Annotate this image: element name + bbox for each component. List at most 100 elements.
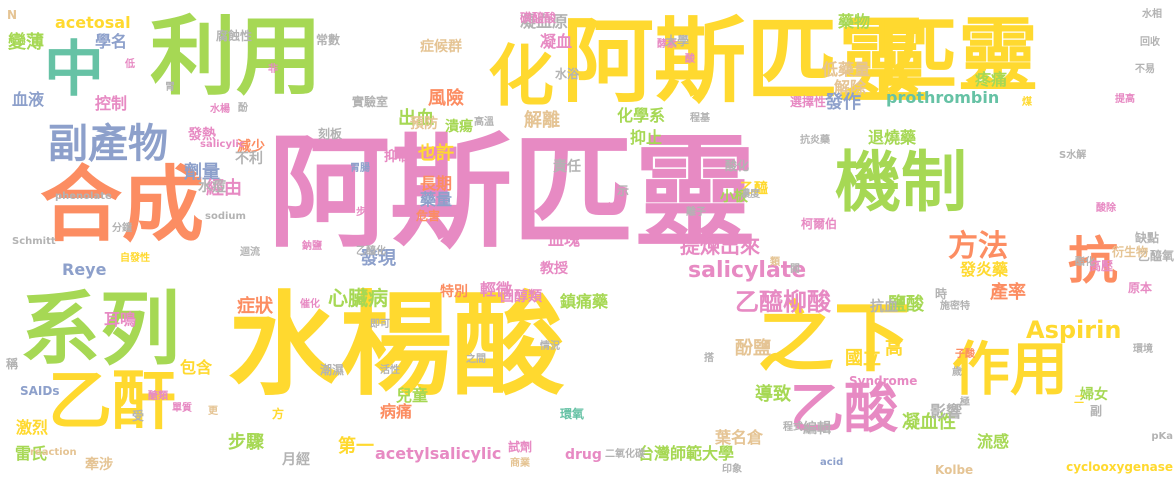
cloud-word: 解離 (524, 110, 560, 131)
cloud-word: 步驟 (228, 432, 264, 453)
cloud-word: 導致 (755, 384, 791, 405)
cloud-word: 水楊 (210, 104, 230, 115)
cloud-word: 水相 (1142, 9, 1162, 20)
cloud-word: drug (565, 447, 602, 463)
cloud-word: 編輯 (803, 421, 831, 437)
cloud-word: 程式 (783, 422, 803, 433)
cloud-word: 鎮痛藥 (560, 292, 609, 311)
cloud-word: 凝血原 (520, 12, 569, 31)
cloud-word: 之間 (466, 354, 486, 365)
cloud-word: acetosal (55, 13, 131, 32)
cloud-word: 刻板 (318, 127, 343, 141)
cloud-word: cyclooxygenase (1066, 460, 1173, 474)
cloud-word: 發炎藥 (960, 260, 1009, 279)
cloud-word: 血塊 (548, 230, 581, 249)
cloud-word: sodium (205, 211, 246, 222)
cloud-word: 機制 (835, 144, 967, 221)
cloud-word: 原本 (1128, 281, 1153, 295)
cloud-word: 高壓 (1089, 259, 1114, 273)
cloud-word: 胃腸 (350, 163, 370, 174)
cloud-word: 葉名倉 (715, 428, 764, 447)
cloud-word: 搭 (704, 353, 714, 364)
cloud-word: 高 (885, 338, 903, 359)
cloud-word: 血液 (12, 90, 45, 109)
cloud-word: 施密特 (940, 301, 970, 312)
cloud-word: 不易 (1135, 64, 1155, 75)
cloud-word: 潮濕 (320, 363, 345, 377)
cloud-word: 酚鹽 (735, 338, 771, 359)
cloud-word: 作用 (952, 335, 1069, 403)
cloud-word: 長期 (420, 174, 453, 193)
cloud-word: 環境 (1133, 344, 1153, 355)
cloud-word: 小板 (720, 189, 748, 205)
cloud-word: 程基 (690, 113, 710, 124)
cloud-word: 即可 (370, 319, 390, 330)
cloud-word: 酯化 (1075, 257, 1095, 268)
cloud-word: 責任 (553, 159, 581, 175)
cloud-word: 酸 (685, 54, 695, 65)
cloud-word: 稱 (6, 357, 19, 371)
cloud-word: 輕微 (480, 280, 513, 299)
cloud-word: 單質 (172, 403, 192, 414)
cloud-word: 教授 (540, 261, 568, 277)
cloud-word: 乙醯化 (356, 246, 386, 257)
cloud-word: 迴流 (240, 247, 260, 258)
cloud-word: 發現 (360, 248, 396, 269)
cloud-word: 抗血 (870, 299, 898, 315)
cloud-word: phenolate (55, 191, 112, 202)
cloud-word: 試劑 (508, 440, 533, 454)
cloud-word: 學名 (95, 32, 128, 51)
cloud-word: 受 (132, 409, 145, 423)
cloud-word: 回收 (1140, 37, 1160, 48)
cloud-word: 國立 (845, 348, 881, 369)
cloud-word: 心臟病 (328, 286, 388, 310)
cloud-word: 時 (935, 287, 948, 301)
cloud-word: 藥量 (420, 190, 453, 209)
cloud-word: 閱 (790, 264, 800, 275)
cloud-word: 激烈 (16, 418, 49, 437)
cloud-word: 水痘 (198, 179, 226, 195)
cloud-word: 低藥量 (822, 60, 871, 79)
cloud-word: 提煉出來 (680, 234, 760, 258)
cloud-word: 方 (272, 407, 285, 421)
cloud-word: 酸化 (725, 159, 750, 173)
cloud-word: 煤 (1022, 97, 1032, 108)
cloud-word: 印象 (722, 464, 742, 475)
cloud-word: 藥物 (838, 12, 871, 31)
cloud-word: 不利 (235, 151, 263, 167)
cloud-word: 風險 (428, 88, 464, 109)
cloud-word: 發熱 (188, 127, 216, 143)
cloud-word: 腐蝕性 (216, 29, 253, 43)
cloud-word: 更 (208, 406, 218, 417)
cloud-word: 症狀 (237, 296, 273, 317)
cloud-word: Kolbe (935, 463, 974, 477)
cloud-word: salicylate (688, 258, 807, 283)
cloud-word: 包含 (180, 358, 213, 377)
cloud-word: 劑量 (184, 162, 220, 183)
cloud-word: 症候群 (420, 39, 462, 55)
cloud-word: 凝血 (540, 32, 573, 51)
cloud-word: 述 (608, 201, 621, 215)
cloud-word: 利用 (150, 7, 322, 107)
cloud-word: 選擇性 (790, 95, 827, 109)
cloud-word: 流感 (977, 432, 1010, 451)
cloud-word: 大學 (665, 34, 690, 48)
cloud-word: 水楊酸 (228, 281, 564, 411)
cloud-word: 乙酸 (790, 377, 898, 440)
cloud-word: 化 (488, 38, 554, 115)
cloud-word: 副 (1090, 404, 1103, 418)
cloud-word: 婦女 (1080, 387, 1108, 403)
cloud-word: pKa (1151, 431, 1173, 442)
cloud-word: 乙醯 (740, 181, 768, 197)
cloud-word: 阿斯匹靈 (268, 122, 756, 264)
cloud-word: Syndrome (849, 374, 918, 388)
cloud-word: 之下 (758, 293, 910, 382)
cloud-word: 中 (44, 35, 104, 105)
cloud-word: 疼痛 (975, 70, 1008, 89)
cloud-word: 耳鳴 (104, 310, 137, 329)
cloud-word: 月經 (282, 452, 310, 468)
cloud-word: 出血 (398, 108, 434, 129)
cloud-word: 鈉鹽 (302, 241, 322, 252)
cloud-word: 提高 (1115, 94, 1135, 105)
